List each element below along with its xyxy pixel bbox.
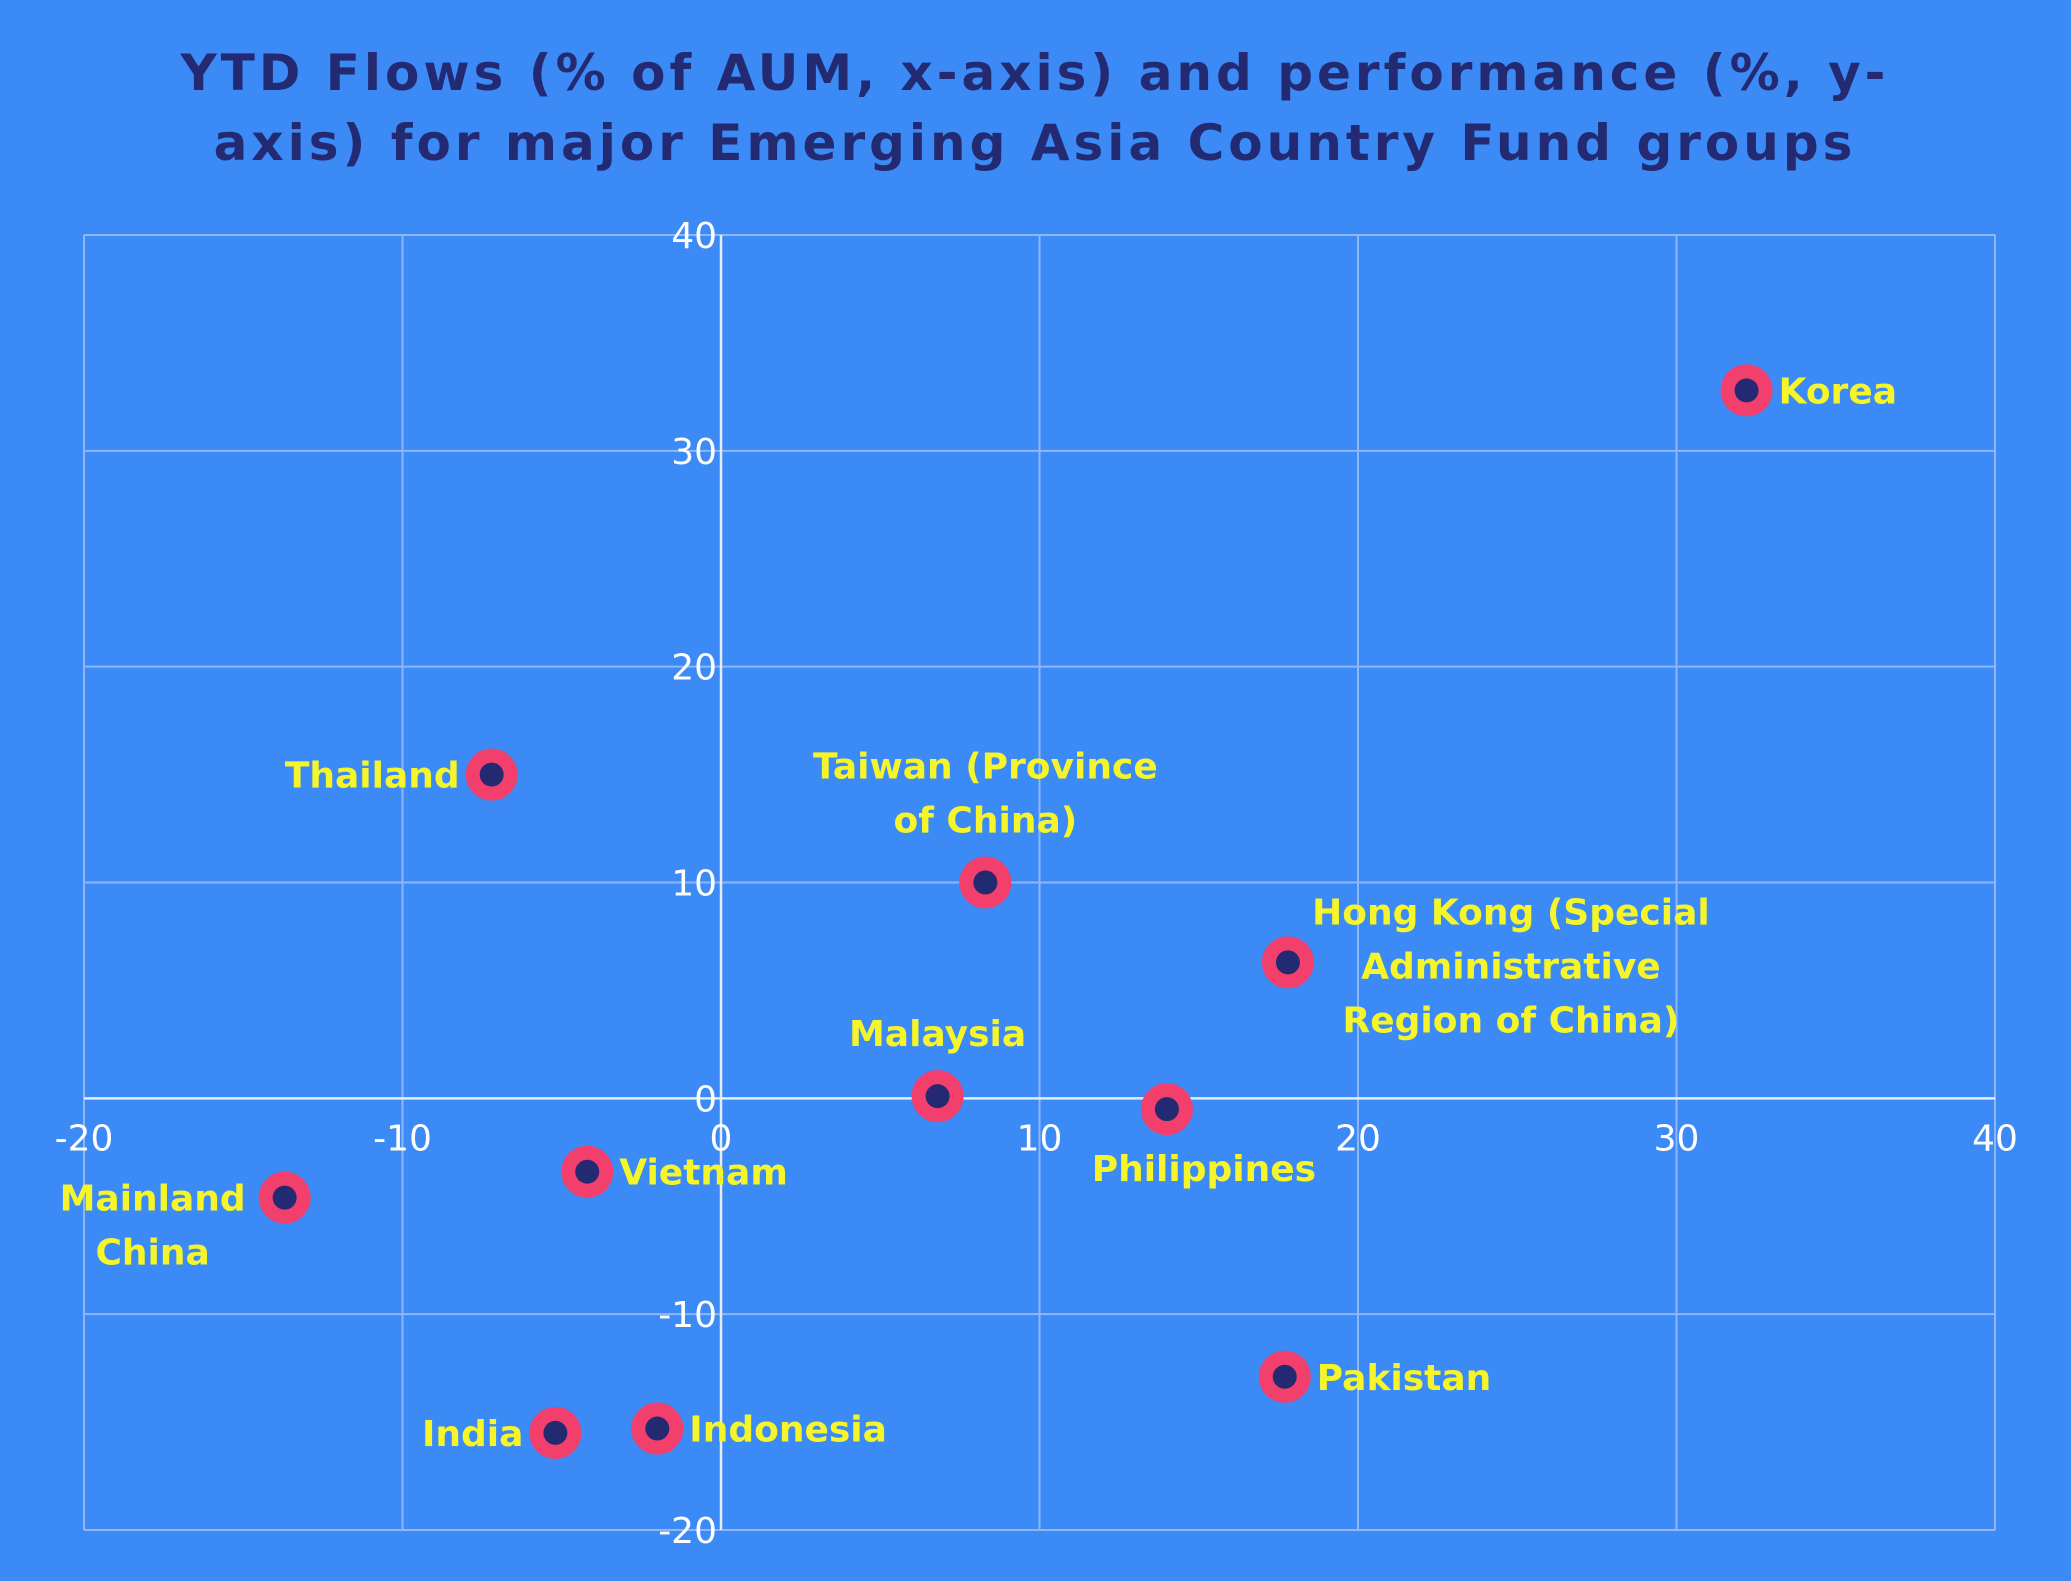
y-tick-label: 40 — [671, 216, 717, 257]
point-label: Administrative — [1361, 946, 1661, 987]
data-point-inner — [645, 1416, 670, 1441]
x-tick-label: 40 — [1972, 1118, 2018, 1159]
grid — [83, 234, 1996, 1531]
point-label: Region of China) — [1343, 1000, 1680, 1041]
point-label: Hong Kong (Special — [1312, 892, 1710, 933]
data-point-inner — [1734, 378, 1759, 403]
chart-title: YTD Flows (% of AUM, x-axis) and perform… — [180, 44, 1890, 172]
y-tick-label: 20 — [671, 648, 717, 689]
data-point-inner — [272, 1185, 297, 1210]
data-point-inner — [1154, 1097, 1179, 1122]
point-label: Thailand — [285, 756, 460, 797]
point-label: of China) — [894, 801, 1078, 842]
x-tick-label: 0 — [710, 1118, 733, 1159]
tick-labels: -20 -10 0 10 20 30 40 -20 -10 0 10 20 30 40 — [55, 216, 2018, 1552]
x-tick-label: 10 — [1017, 1118, 1063, 1159]
point-label: Pakistan — [1317, 1358, 1492, 1399]
point-label: Vietnam — [619, 1153, 788, 1194]
data-point-inner — [973, 870, 998, 895]
y-tick-label: -10 — [658, 1295, 717, 1336]
point-label: China — [95, 1233, 209, 1274]
data-point-inner — [925, 1084, 950, 1109]
x-tick-label: -20 — [55, 1118, 114, 1159]
point-label: Taiwan (Province — [813, 747, 1158, 788]
chart-title-line-1: YTD Flows (% of AUM, x-axis) and perform… — [180, 44, 1890, 102]
data-point-inner — [1272, 1364, 1297, 1389]
point-label: Indonesia — [689, 1410, 887, 1451]
x-tick-label: 20 — [1335, 1118, 1381, 1159]
y-tick-label: 0 — [694, 1079, 717, 1120]
point-labels: Korea Thailand Taiwan (Province of China) Ho… — [60, 371, 1897, 1454]
data-point-inner — [575, 1159, 600, 1184]
y-tick-label: 30 — [671, 432, 717, 473]
y-tick-label: -20 — [658, 1511, 717, 1552]
point-label: Malaysia — [849, 1014, 1026, 1055]
data-points — [258, 364, 1773, 1459]
point-label: Philippines — [1092, 1149, 1316, 1190]
data-point-inner — [543, 1420, 568, 1445]
axes — [84, 235, 1995, 1530]
chart-title-line-2: axis) for major Emerging Asia Country Fu… — [214, 114, 1857, 172]
point-label: Korea — [1779, 371, 1897, 412]
point-label: India — [422, 1414, 523, 1455]
y-tick-label: 10 — [671, 864, 717, 905]
data-point-inner — [479, 762, 504, 787]
data-point-inner — [1275, 950, 1300, 975]
x-tick-label: 30 — [1654, 1118, 1700, 1159]
point-label: Mainland — [60, 1179, 246, 1220]
x-tick-label: -10 — [373, 1118, 432, 1159]
